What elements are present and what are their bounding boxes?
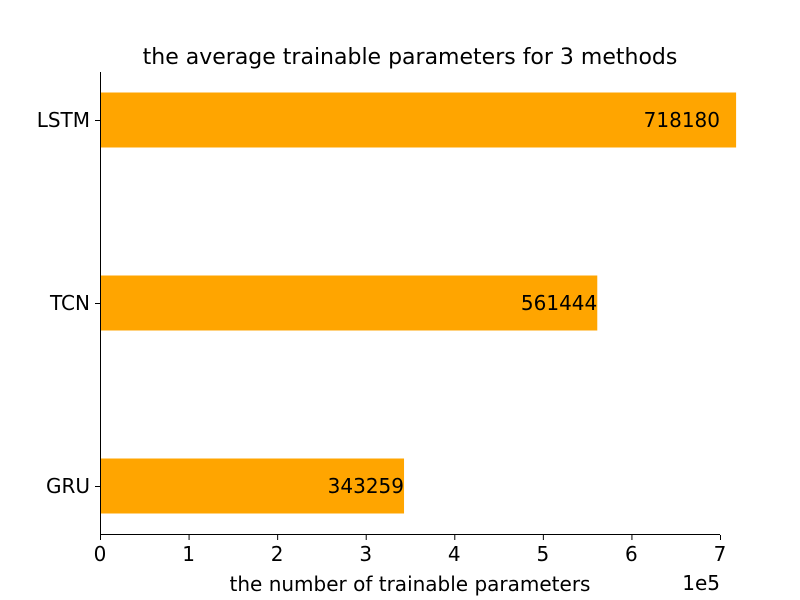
bar-tcn xyxy=(100,275,598,331)
x-tick-label: 2 xyxy=(271,542,284,566)
bar-lstm xyxy=(100,92,737,148)
x-tick-label: 1 xyxy=(182,542,195,566)
data-label-gru: 343259 xyxy=(328,474,404,498)
y-tick-labels: GRU TCN LSTM xyxy=(37,108,100,498)
x-axis-offset-label: 1e5 xyxy=(682,571,720,595)
bar-gru xyxy=(100,458,405,514)
y-tick-label-lstm: LSTM xyxy=(37,108,90,132)
x-axis-label: the number of trainable parameters xyxy=(230,572,591,596)
x-tick-label: 7 xyxy=(714,542,727,566)
x-tick-label: 5 xyxy=(536,542,549,566)
y-tick-label-gru: GRU xyxy=(46,474,90,498)
bars-group: 343259 561444 718180 xyxy=(100,92,737,514)
data-label-tcn: 561444 xyxy=(521,291,597,315)
x-tick-label: 0 xyxy=(94,542,107,566)
x-ticks: 0 1 2 3 4 5 6 7 xyxy=(94,535,727,566)
y-tick-label-tcn: TCN xyxy=(49,291,90,315)
x-tick-label: 6 xyxy=(625,542,638,566)
chart-title: the average trainable parameters for 3 m… xyxy=(143,45,678,70)
data-label-lstm: 718180 xyxy=(644,108,720,132)
x-tick-label: 3 xyxy=(359,542,372,566)
x-tick-label: 4 xyxy=(448,542,461,566)
